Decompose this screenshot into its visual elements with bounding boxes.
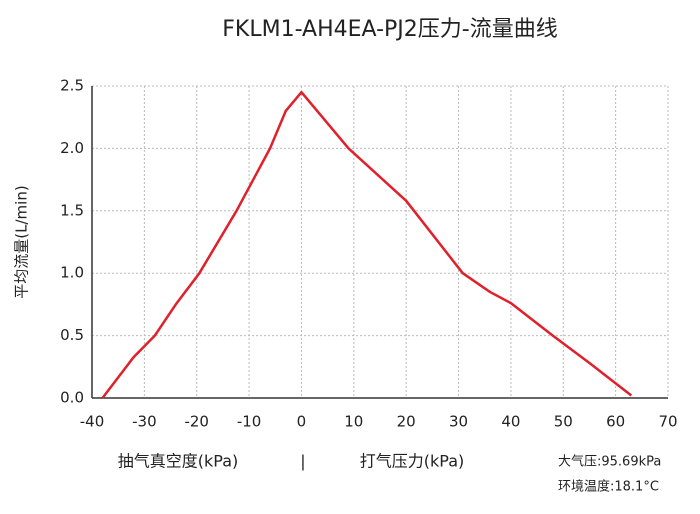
x-tick-label: -30 (132, 413, 157, 431)
x-axis-separator: | (300, 452, 305, 471)
x-axis-label-left: 抽气真空度(kPa) (118, 452, 239, 471)
data-line (101, 90, 633, 399)
x-axis-label-right: 打气压力(kPa) (360, 452, 465, 471)
x-tick-label: 40 (501, 413, 520, 431)
y-tick-label: 0.5 (60, 326, 84, 344)
x-tick-label: 0 (297, 413, 307, 431)
note: 大气压:95.69kPa (558, 454, 661, 470)
x-tick-label: 50 (554, 413, 573, 431)
x-tick-label: -40 (80, 413, 105, 431)
y-tick-label: 1.5 (60, 201, 84, 219)
note: 环境温度:18.1°C (558, 479, 659, 495)
y-axis-label: 平均流量(L/min) (13, 185, 31, 298)
x-tick-label: 20 (397, 413, 416, 431)
y-tick-label: 1.0 (60, 264, 84, 282)
x-tick-label: -20 (184, 413, 209, 431)
y-tick-label: 2.0 (60, 139, 84, 157)
x-tick-label: 60 (606, 413, 625, 431)
x-tick-label: 30 (449, 413, 468, 431)
x-tick-label: 70 (658, 413, 677, 431)
y-tick-label: 0.0 (60, 389, 84, 407)
y-tick-label: 2.5 (60, 77, 84, 95)
x-tick-label: 10 (344, 413, 363, 431)
chart-title: FKLM1-AH4EA-PJ2压力-流量曲线 (222, 17, 557, 42)
x-tick-label: -10 (237, 413, 262, 431)
